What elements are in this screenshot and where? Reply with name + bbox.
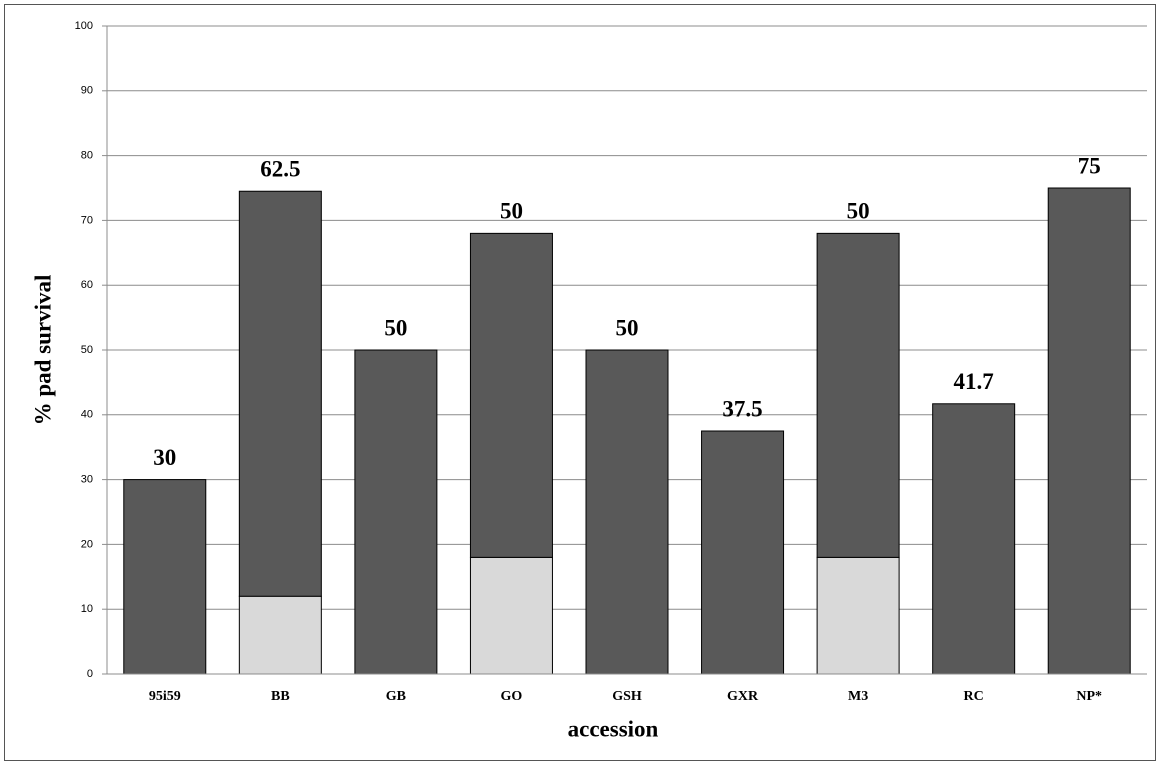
value-label: 75 — [1078, 153, 1101, 178]
x-tick-label: GB — [386, 689, 406, 704]
y-tick-label: 0 — [87, 668, 93, 680]
y-tick-label: 40 — [81, 409, 93, 421]
bar-segment — [701, 430, 785, 675]
y-tick-label: 60 — [81, 279, 93, 291]
bar-segment — [816, 556, 900, 675]
x-tick-label: GSH — [612, 689, 642, 704]
bar-segment — [469, 556, 553, 675]
bar-segment — [585, 349, 669, 675]
x-tick-label: RC — [964, 689, 984, 704]
bar-segment — [238, 595, 322, 675]
x-axis-title: accession — [568, 716, 659, 741]
value-label: 50 — [384, 315, 407, 340]
value-label: 37.5 — [722, 396, 762, 421]
x-tick-label: 95i59 — [149, 689, 181, 704]
frame — [4, 4, 1156, 761]
y-tick-label: 90 — [81, 85, 93, 97]
x-tick-label: GXR — [727, 689, 759, 704]
bar-segment — [238, 190, 322, 597]
y-tick-label: 70 — [81, 214, 93, 226]
value-label: 50 — [847, 199, 870, 224]
value-label: 50 — [616, 315, 639, 340]
bar-segment — [123, 479, 207, 675]
y-tick-label: 30 — [81, 474, 93, 486]
value-label: 50 — [500, 199, 523, 224]
x-tick-label: NP* — [1076, 689, 1102, 704]
bar-segment — [469, 232, 553, 558]
y-tick-label: 50 — [81, 344, 93, 356]
y-tick-label: 80 — [81, 150, 93, 162]
bar-segment — [1047, 187, 1131, 675]
value-label: 30 — [153, 445, 176, 470]
value-label: 62.5 — [260, 157, 300, 182]
bar-segment — [932, 403, 1016, 675]
x-tick-label: M3 — [848, 689, 868, 704]
bar-segment — [354, 349, 438, 675]
x-tick-label: GO — [501, 689, 523, 704]
value-label: 41.7 — [954, 369, 994, 394]
y-axis-title: % pad survival — [30, 275, 55, 426]
y-tick-label: 10 — [81, 603, 93, 615]
bar-segment — [816, 232, 900, 558]
x-tick-label: BB — [271, 689, 290, 704]
y-tick-label: 20 — [81, 538, 93, 550]
y-tick-label: 100 — [75, 20, 93, 32]
